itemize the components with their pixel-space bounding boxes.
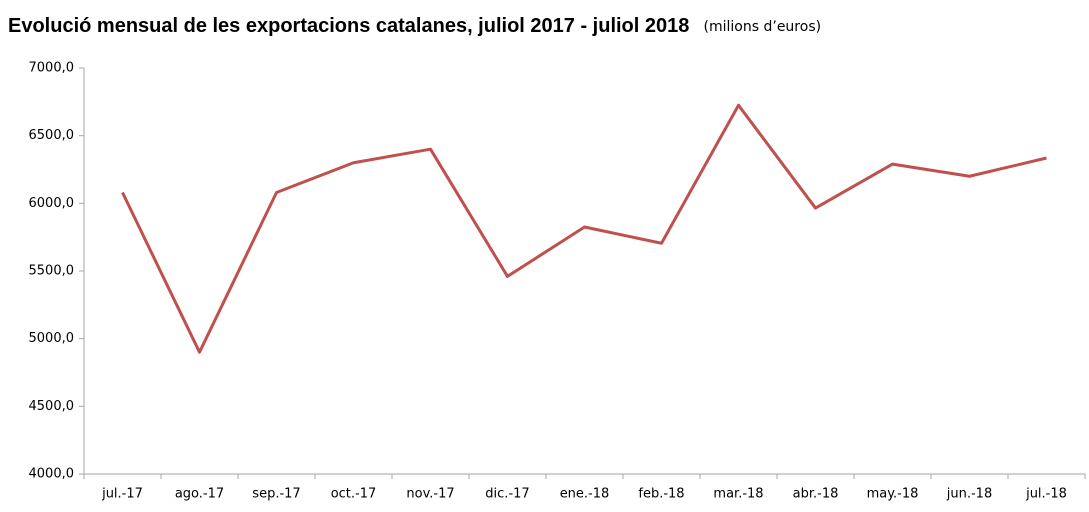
x-tick-label: abr.-18: [793, 487, 839, 502]
y-tick-label: 7000,0: [29, 61, 75, 76]
chart-subtitle: (milions d’euros): [704, 19, 822, 35]
x-tick-label: ago.-17: [175, 487, 224, 502]
x-tick-label: jul.-17: [101, 487, 143, 502]
x-tick-label: ene.-18: [560, 487, 610, 502]
y-tick-label: 6000,0: [29, 196, 75, 211]
y-tick-label: 5500,0: [29, 264, 75, 279]
x-tick-label: oct.-17: [331, 487, 377, 502]
x-tick-label: sep.-17: [252, 487, 300, 502]
x-tick-label: jul.-18: [1025, 487, 1067, 502]
chart-title: Evolució mensual de les exportacions cat…: [8, 15, 689, 37]
x-tick-label: mar.-18: [713, 487, 763, 502]
x-tick-label: feb.-18: [638, 487, 684, 502]
x-tick-label: nov.-17: [406, 487, 454, 502]
x-tick-label: may.-18: [867, 487, 919, 502]
y-tick-label: 5000,0: [29, 331, 75, 346]
y-tick-label: 6500,0: [29, 128, 75, 143]
y-tick-label: 4500,0: [29, 399, 75, 414]
y-tick-label: 4000,0: [29, 467, 75, 482]
x-tick-label: jun.-18: [946, 487, 992, 502]
x-tick-label: dic.-17: [485, 487, 529, 502]
data-line: [121, 103, 1047, 354]
chart-header: Evolució mensual de les exportacions cat…: [8, 15, 821, 37]
